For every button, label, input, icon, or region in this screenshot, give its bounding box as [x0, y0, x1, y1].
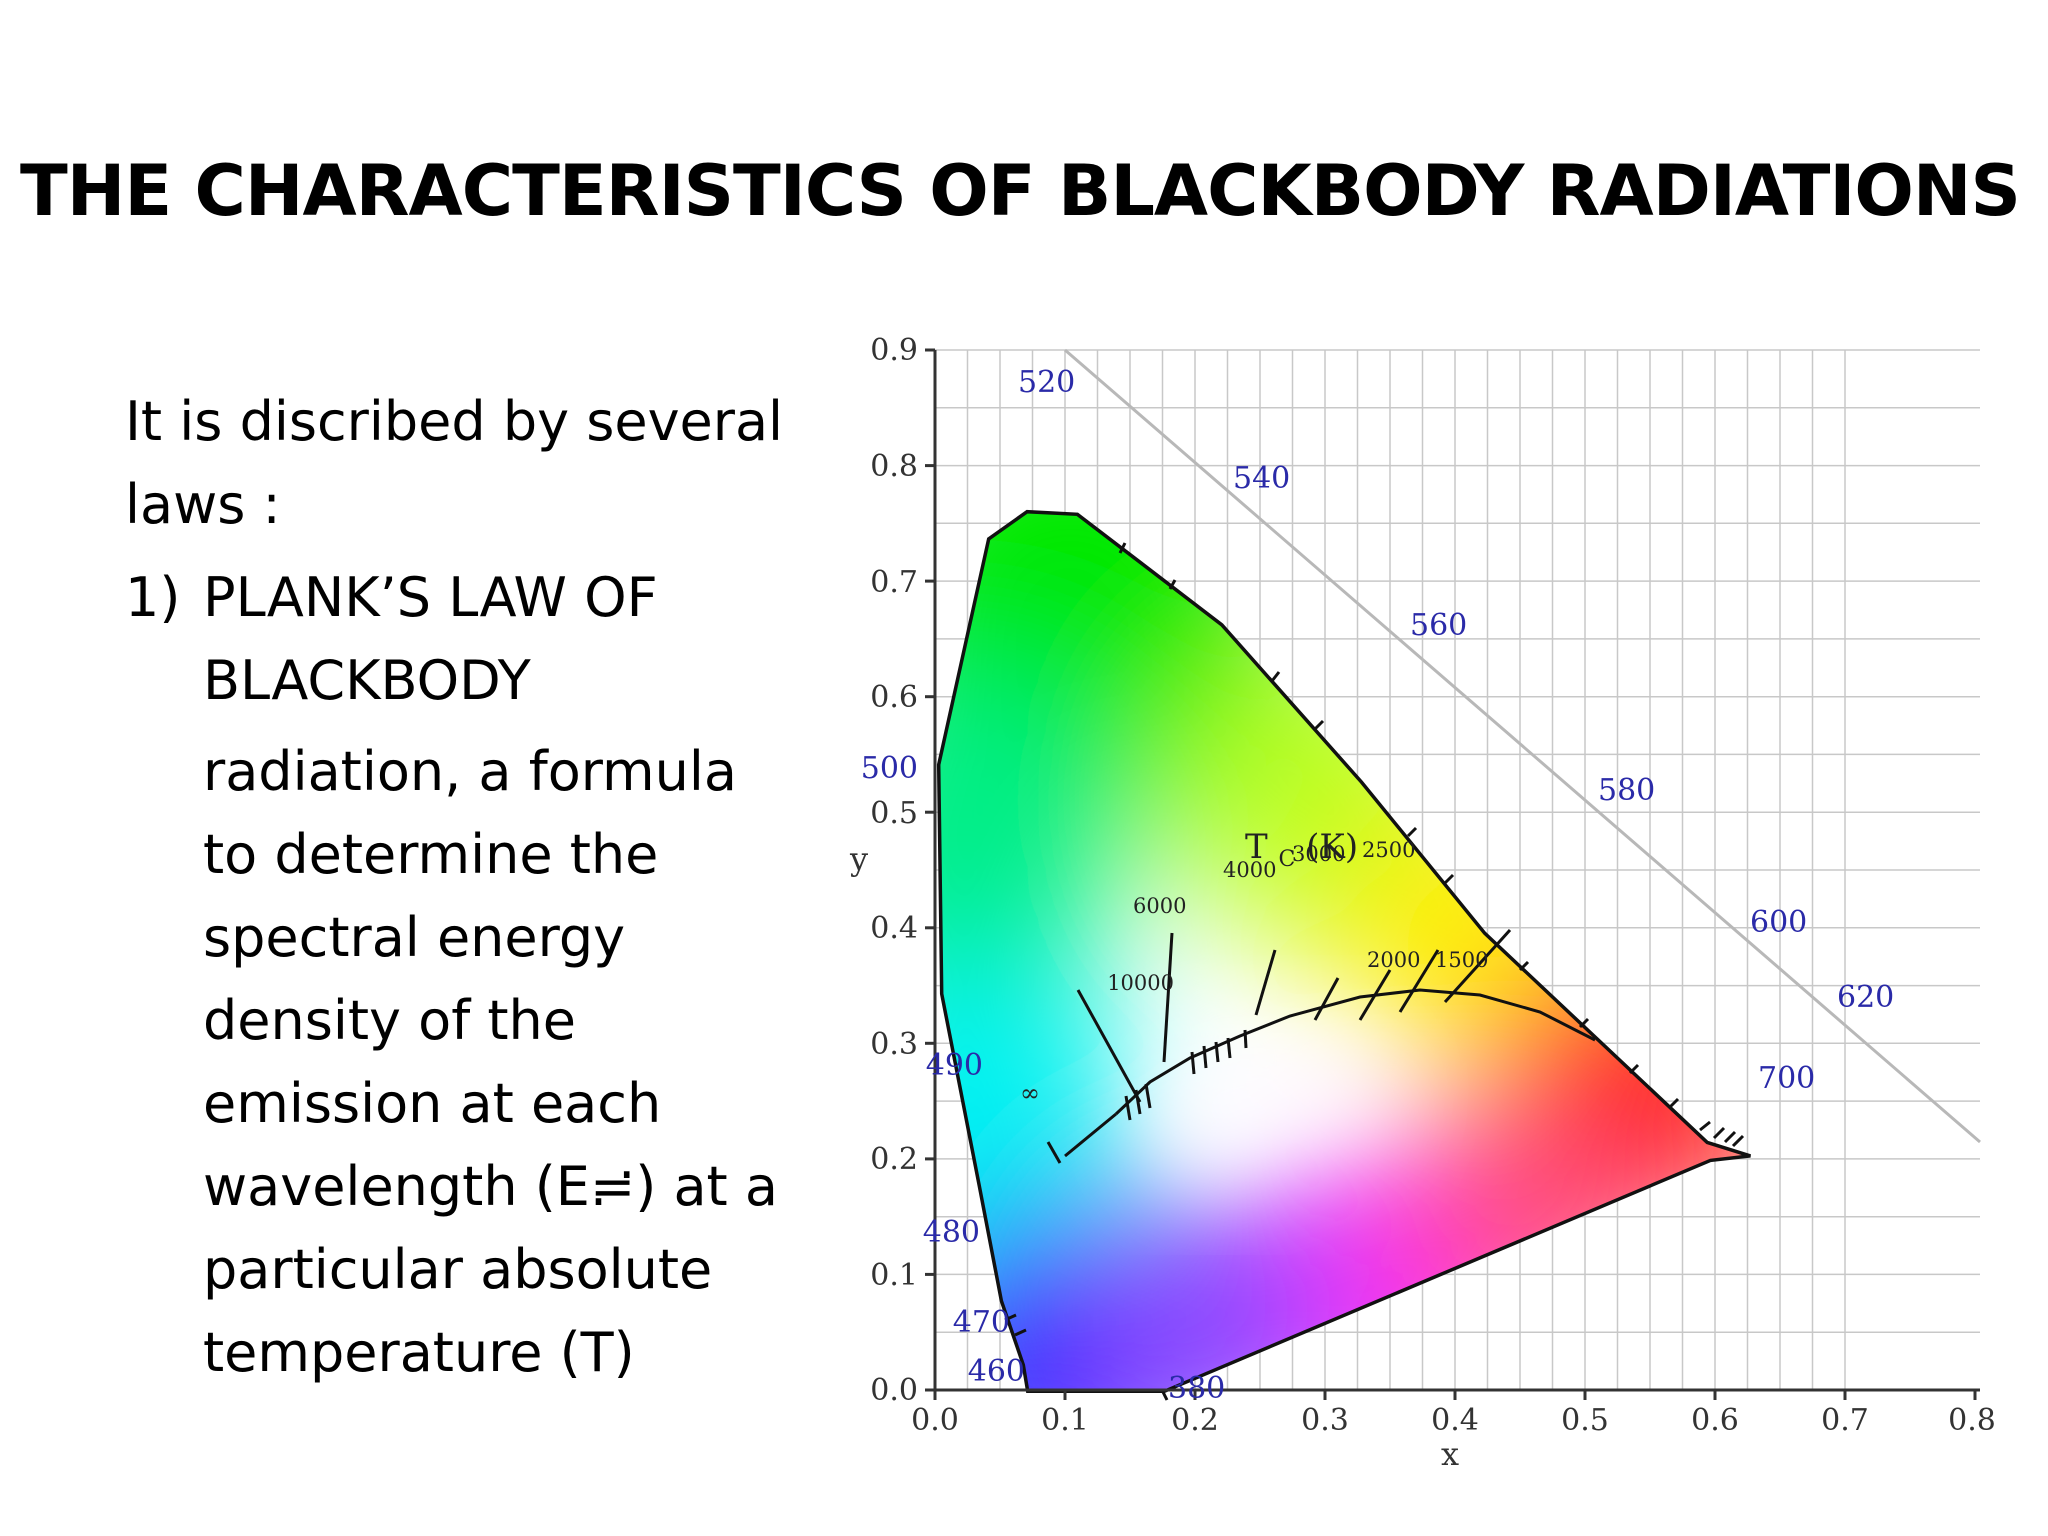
list-heading: PLANK’S LAW OF BLACKBODY: [203, 566, 658, 712]
temperature-label: 3000: [1292, 842, 1345, 866]
list-description: radiation, a formula to determine the sp…: [203, 740, 778, 1384]
chromaticity-svg: 0.0 0.1 0.2 0.3 0.4 0.5 0.6 0.7 0.8 0.9 …: [849, 333, 1996, 1473]
wavelength-label-470: 470: [953, 1305, 1010, 1340]
y-tick-label: 0.3: [870, 1027, 918, 1062]
x-tick-label: 0.7: [1821, 1403, 1869, 1438]
temperature-label: ∞: [1020, 1079, 1040, 1107]
temperature-label: 10000: [1107, 971, 1174, 995]
x-tick-label: 0.6: [1691, 1403, 1739, 1438]
wavelength-label-540: 540: [1233, 461, 1290, 496]
x-tick-label: 0.2: [1171, 1403, 1219, 1438]
temperature-label: 1500: [1435, 948, 1488, 972]
wavelength-label-490: 490: [926, 1048, 983, 1083]
slide-body: It is discribed by several laws : 1) PLA…: [125, 380, 785, 1394]
temperature-label: 2500: [1362, 838, 1415, 862]
x-tick-label: 0.0: [911, 1403, 959, 1438]
x-tick-label: 0.4: [1431, 1403, 1479, 1438]
wavelength-label-560: 560: [1410, 608, 1467, 643]
y-tick-labels: 0.0 0.1 0.2 0.3 0.4 0.5 0.6 0.7 0.8 0.9: [870, 333, 918, 1408]
list-body: PLANK’S LAW OF BLACKBODY radiation, a fo…: [203, 556, 785, 1394]
wavelength-label-620: 620: [1837, 980, 1894, 1015]
list-item: 1) PLANK’S LAW OF BLACKBODY radiation, a…: [125, 556, 785, 1394]
cie-chromaticity-diagram: 0.0 0.1 0.2 0.3 0.4 0.5 0.6 0.7 0.8 0.9 …: [820, 330, 2000, 1485]
wavelength-label-460: 460: [968, 1354, 1025, 1389]
locus-title: T C (K): [1245, 827, 1358, 875]
axes: [925, 348, 1980, 1400]
y-tick-label: 0.5: [870, 796, 918, 831]
x-tick-label: 0.1: [1041, 1403, 1089, 1438]
wavelength-label-380: 380: [1168, 1371, 1225, 1406]
wavelength-label-700: 700: [1758, 1061, 1815, 1096]
y-tick-label: 0.2: [870, 1142, 918, 1177]
y-tick-label: 0.6: [870, 680, 918, 715]
temperature-label: 2000: [1367, 948, 1420, 972]
intro-text: It is discribed by several laws :: [125, 390, 784, 536]
y-tick-label: 0.0: [870, 1373, 918, 1408]
y-tick-label: 0.8: [870, 449, 918, 484]
wavelength-label-520: 520: [1018, 365, 1075, 400]
planckian-locus: [1046, 928, 1596, 1164]
slide-title: THE CHARACTERISTICS OF BLACKBODY RADIATI…: [20, 150, 2021, 232]
locus-ticks: [1004, 542, 1745, 1401]
temperature-label: 4000: [1223, 858, 1276, 882]
locus-title-main: T: [1245, 827, 1268, 867]
wavelength-label-580: 580: [1598, 773, 1655, 808]
y-tick-label: 0.9: [870, 333, 918, 368]
locus-title-sub: C: [1279, 847, 1296, 872]
temperature-labels: 10000 6000 4000 3000 2500 2000 1500 ∞: [1020, 838, 1488, 1107]
purity-diagonal: [1064, 348, 1981, 1144]
x-axis-label: x: [1441, 1435, 1459, 1473]
y-tick-label: 0.4: [870, 911, 918, 946]
x-tick-label: 0.5: [1561, 1403, 1609, 1438]
wavelength-labels: 380 460 470 480 490 500 520 540 560 580 …: [861, 365, 1895, 1406]
x-tick-labels: 0.0 0.1 0.2 0.3 0.4 0.5 0.6 0.7 0.8: [911, 1403, 1996, 1438]
wavelength-label-600: 600: [1750, 905, 1807, 940]
temperature-label: 6000: [1133, 894, 1186, 918]
locus-title-unit: (K): [1306, 827, 1358, 867]
wavelength-label-480: 480: [923, 1215, 980, 1250]
spectral-locus: [936, 509, 1751, 1394]
x-tick-label: 0.8: [1948, 1403, 1996, 1438]
wavelength-label-500: 500: [861, 751, 918, 786]
x-tick-label: 0.3: [1301, 1403, 1349, 1438]
y-axis-label: y: [849, 840, 868, 878]
list-number: 1): [125, 566, 181, 629]
y-tick-label: 0.7: [870, 565, 918, 600]
y-tick-label: 0.1: [870, 1258, 918, 1293]
